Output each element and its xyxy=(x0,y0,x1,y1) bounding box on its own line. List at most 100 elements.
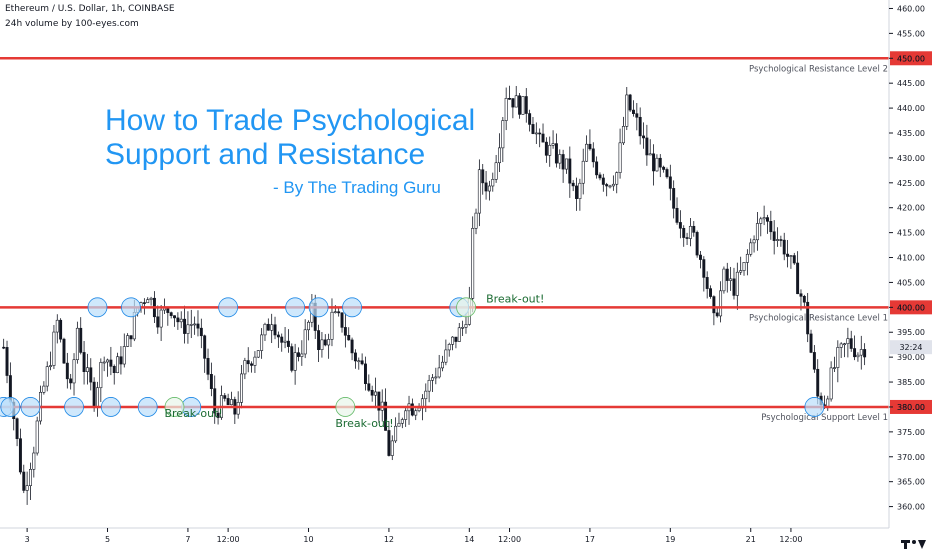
y-tick-label: 430.00 xyxy=(897,154,925,163)
candle-body xyxy=(538,132,542,135)
candle-body xyxy=(300,353,304,357)
candle-body xyxy=(779,239,783,241)
candle-body xyxy=(655,157,659,172)
candle-body xyxy=(809,333,813,353)
candle-body xyxy=(688,225,692,239)
candle-body xyxy=(246,360,250,365)
candle-body xyxy=(92,381,96,407)
candle-body xyxy=(719,290,723,317)
candle-body xyxy=(712,296,716,314)
candle-body xyxy=(146,299,150,304)
candle-body xyxy=(179,318,183,323)
candle-body xyxy=(350,339,354,354)
level-price-label: 380.00 xyxy=(897,403,925,412)
touch-circle xyxy=(342,297,362,318)
candle-body xyxy=(628,94,632,111)
candle-body xyxy=(370,389,374,396)
candle-body xyxy=(752,239,756,244)
candle-body xyxy=(675,207,679,223)
candle-body xyxy=(62,338,66,364)
level-price-tag xyxy=(890,51,932,66)
candle-body xyxy=(484,182,488,192)
candle-body xyxy=(55,319,59,333)
breakout-circle xyxy=(335,397,356,417)
candle-body xyxy=(632,109,635,114)
candle-body xyxy=(839,343,843,348)
candle-body xyxy=(524,96,528,114)
candle-body xyxy=(551,143,555,146)
candle-body xyxy=(705,277,709,289)
candle-body xyxy=(85,367,89,372)
candle-body xyxy=(642,135,645,139)
candle-body xyxy=(806,301,810,335)
candle-body xyxy=(722,268,726,292)
candle-body xyxy=(286,340,290,347)
candle-body xyxy=(608,185,612,188)
candle-body xyxy=(196,323,200,329)
candle-body xyxy=(216,412,220,418)
candle-body xyxy=(447,344,451,351)
x-tick-label: 17 xyxy=(585,535,595,544)
y-tick-label: 415.00 xyxy=(897,229,925,238)
candle-body xyxy=(69,378,73,384)
candle-body xyxy=(588,143,592,150)
candle-body xyxy=(645,137,649,156)
candle-body xyxy=(297,352,300,357)
touch-circle xyxy=(804,397,825,417)
candle-body xyxy=(424,390,428,400)
candle-body xyxy=(377,391,381,411)
candle-body xyxy=(494,162,498,180)
candle-body xyxy=(635,113,639,118)
candle-body xyxy=(605,184,609,187)
candle-body xyxy=(417,407,421,412)
touch-circle xyxy=(218,297,239,318)
candle-body xyxy=(307,321,310,331)
candle-body xyxy=(796,262,800,295)
candle-body xyxy=(394,425,398,442)
candle-body xyxy=(173,315,176,319)
candle-body xyxy=(843,343,846,346)
touch-circle xyxy=(20,397,41,417)
candle-body xyxy=(22,471,26,491)
candle-body xyxy=(250,363,254,366)
candle-body xyxy=(360,360,364,365)
candle-body xyxy=(444,349,448,363)
last-price-label: 32:24 xyxy=(899,343,922,352)
candle-body xyxy=(863,349,867,358)
candle-body xyxy=(709,288,712,297)
candle-body xyxy=(665,169,669,178)
candle-body xyxy=(109,359,113,367)
candle-body xyxy=(283,340,287,343)
candle-body xyxy=(762,217,766,220)
candle-body xyxy=(578,182,582,199)
candle-body xyxy=(648,153,652,156)
y-tick-label: 420.00 xyxy=(897,204,925,213)
candle-body xyxy=(729,278,733,281)
y-tick-label: 370.00 xyxy=(897,453,925,462)
y-tick-label: 385.00 xyxy=(897,378,925,387)
candle-body xyxy=(601,177,605,185)
candle-body xyxy=(745,253,749,263)
candle-body xyxy=(565,158,568,170)
candle-body xyxy=(333,311,337,314)
y-tick-label: 410.00 xyxy=(897,254,925,263)
candle-body xyxy=(829,367,833,400)
candle-body xyxy=(96,387,99,407)
chart-title-line-1: How to Trade Psychological xyxy=(105,104,476,137)
candle-body xyxy=(116,356,120,374)
touch-circle xyxy=(100,397,121,417)
candle-body xyxy=(625,94,629,127)
candle-body xyxy=(280,336,284,343)
candle-body xyxy=(441,361,444,369)
candle-body xyxy=(518,95,522,115)
candle-body xyxy=(230,399,233,406)
candle-body xyxy=(685,237,689,239)
candle-body xyxy=(276,334,280,338)
candle-body xyxy=(702,259,706,278)
candle-body xyxy=(561,154,565,170)
candle-body xyxy=(678,222,682,229)
candle-body xyxy=(812,352,816,370)
candle-body xyxy=(106,359,109,363)
y-tick-label: 380.00 xyxy=(897,403,925,412)
